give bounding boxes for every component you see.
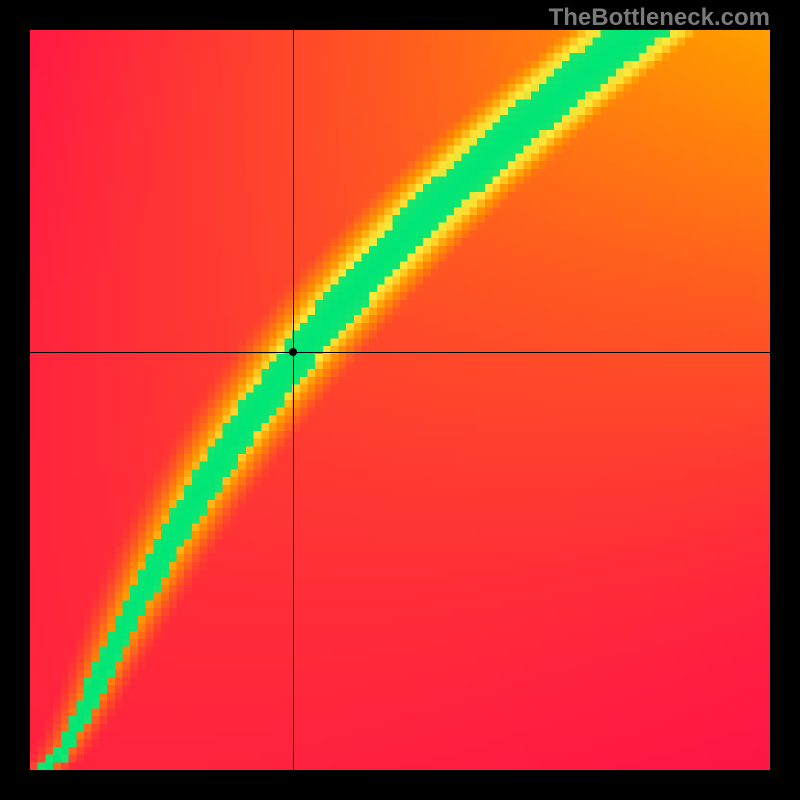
crosshair-marker-dot xyxy=(289,348,297,356)
crosshair-vertical xyxy=(293,30,294,770)
watermark-text: TheBottleneck.com xyxy=(549,4,770,32)
heatmap-canvas xyxy=(30,30,770,770)
root-container: TheBottleneck.com xyxy=(0,0,800,800)
crosshair-horizontal xyxy=(30,352,770,353)
plot-area xyxy=(30,30,770,770)
